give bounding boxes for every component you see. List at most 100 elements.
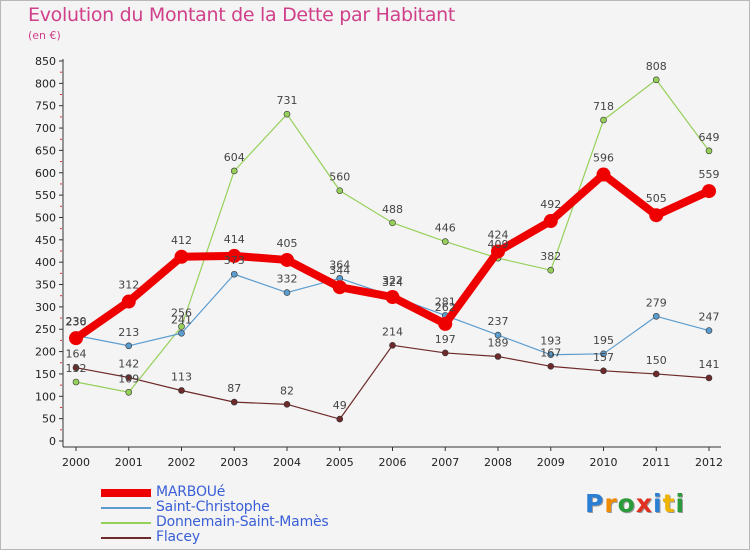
data-point-donnemain-saint-mam-s — [125, 388, 133, 396]
data-point-marbou- — [438, 316, 453, 331]
data-label-flacey: 141 — [699, 358, 720, 371]
data-point-donnemain-saint-mam-s — [547, 266, 555, 274]
x-tick-label: 2012 — [695, 456, 723, 469]
y-tick-label: 800 — [35, 77, 56, 90]
legend-label: MARBOUé — [156, 484, 226, 500]
data-label-saint-christophe: 195 — [593, 334, 614, 347]
data-label-marbou-: 412 — [171, 234, 192, 247]
data-point-donnemain-saint-mam-s — [441, 238, 449, 245]
data-point-donnemain-saint-mam-s — [600, 116, 607, 124]
y-tick-label: 500 — [35, 211, 56, 224]
data-label-donnemain-saint-mam-s: 132 — [66, 362, 87, 375]
data-label-donnemain-saint-mam-s: 409 — [488, 238, 509, 251]
y-tick-label: 300 — [35, 301, 56, 314]
data-label-marbou-: 344 — [329, 264, 350, 277]
data-label-marbou-: 424 — [488, 228, 509, 241]
chart-title: Evolution du Montant de la Dette par Hab… — [28, 4, 456, 26]
y-tick-label: 350 — [35, 279, 56, 292]
x-tick-label: 2004 — [273, 456, 301, 469]
legend-label: Donnemain-Saint-Mamès — [156, 514, 329, 530]
y-tick-label: 850 — [35, 55, 56, 68]
data-label-donnemain-saint-mam-s: 718 — [593, 100, 614, 113]
data-label-marbou-: 405 — [277, 237, 298, 250]
data-label-marbou-: 414 — [224, 233, 245, 246]
data-point-saint-christophe — [283, 289, 291, 296]
logo-letter: x — [635, 489, 653, 518]
data-point-marbou- — [227, 248, 242, 263]
data-label-saint-christophe: 324 — [382, 276, 403, 289]
logo-letter: i — [653, 489, 663, 518]
data-label-donnemain-saint-mam-s: 604 — [224, 151, 245, 164]
data-point-marbou- — [174, 249, 189, 264]
data-point-donnemain-saint-mam-s — [230, 167, 238, 175]
y-tick-label: 650 — [35, 144, 56, 157]
data-label-marbou-: 559 — [699, 168, 720, 181]
data-point-flacey — [72, 364, 80, 371]
x-tick-label: 2010 — [590, 456, 618, 469]
data-point-saint-christophe — [600, 350, 607, 358]
legend-swatch — [101, 507, 151, 509]
data-label-saint-christophe: 281 — [435, 295, 456, 308]
data-labels-layer: 230 312 412 414 405 344 322 262 424 492 596 505 559 2… — [66, 60, 720, 412]
data-label-donnemain-saint-mam-s: 560 — [329, 171, 350, 184]
y-tick-label: 600 — [35, 167, 56, 180]
data-point-flacey — [547, 363, 555, 370]
y-tick-label: 550 — [35, 189, 56, 202]
data-label-donnemain-saint-mam-s: 488 — [382, 203, 403, 216]
data-label-saint-christophe: 213 — [118, 326, 139, 339]
x-tick-label: 2006 — [379, 456, 407, 469]
data-point-donnemain-saint-mam-s — [72, 378, 80, 386]
data-label-saint-christophe: 241 — [171, 313, 192, 326]
y-tick-label: 700 — [35, 122, 56, 135]
data-point-marbou- — [121, 294, 136, 309]
y-tick-label: 200 — [35, 346, 56, 359]
data-point-flacey — [600, 367, 607, 375]
axes: 0 50 100 150 200 250 300 350 400 450 500 550 600 650 7… — [35, 55, 723, 469]
data-label-flacey: 189 — [488, 337, 509, 350]
x-tick-label: 2003 — [220, 456, 248, 469]
y-tick-label: 0 — [49, 435, 56, 448]
y-tick-label: 150 — [35, 368, 56, 381]
data-point-saint-christophe — [652, 312, 660, 320]
data-point-flacey — [705, 374, 713, 382]
data-label-saint-christophe: 364 — [329, 258, 350, 271]
legend-label: Flacey — [156, 529, 200, 545]
data-point-flacey — [389, 342, 396, 349]
y-tick-label: 50 — [42, 413, 56, 426]
data-point-saint-christophe — [178, 329, 185, 337]
x-tick-label: 2001 — [115, 456, 143, 469]
data-point-marbou- — [385, 290, 400, 305]
data-label-saint-christophe: 236 — [66, 315, 87, 328]
data-label-saint-christophe: 332 — [277, 273, 298, 286]
x-tick-label: 2011 — [642, 456, 670, 469]
data-point-marbou- — [702, 184, 716, 199]
data-point-flacey — [494, 353, 502, 360]
logo-letter: t — [662, 489, 676, 518]
data-point-donnemain-saint-mam-s — [178, 323, 185, 330]
data-label-donnemain-saint-mam-s: 731 — [277, 94, 298, 107]
data-label-flacey: 157 — [593, 351, 614, 364]
data-point-flacey — [230, 398, 238, 406]
series-layer — [69, 76, 716, 423]
y-tick-label: 450 — [35, 234, 56, 247]
data-label-flacey: 82 — [280, 384, 294, 397]
data-point-flacey — [652, 370, 660, 378]
data-point-donnemain-saint-mam-s — [652, 76, 660, 84]
data-label-donnemain-saint-mam-s: 109 — [118, 372, 139, 385]
x-tick-label: 2002 — [168, 456, 196, 469]
data-point-flacey — [125, 374, 133, 381]
data-label-saint-christophe: 193 — [540, 335, 561, 348]
data-label-flacey: 214 — [382, 325, 403, 338]
data-point-saint-christophe — [705, 327, 713, 334]
data-label-donnemain-saint-mam-s: 808 — [646, 60, 667, 73]
data-point-marbou- — [280, 252, 294, 267]
data-label-saint-christophe: 237 — [488, 315, 509, 328]
data-point-flacey — [178, 387, 185, 394]
data-label-marbou-: 230 — [66, 315, 87, 328]
y-tick-label: 400 — [35, 256, 56, 269]
data-point-saint-christophe — [547, 351, 555, 359]
proxiti-logo: Proxiti — [585, 489, 685, 518]
legend-swatch — [101, 522, 151, 524]
data-point-marbou- — [332, 280, 347, 295]
